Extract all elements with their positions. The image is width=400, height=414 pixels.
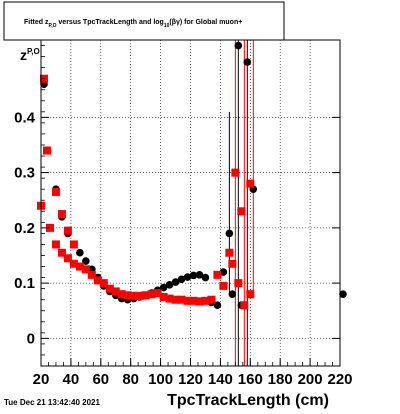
data-point-red	[63, 226, 72, 235]
data-point-black	[339, 290, 347, 298]
data-point-red	[105, 284, 114, 293]
data-point-red	[42, 146, 51, 155]
data-point-black	[195, 271, 204, 279]
grid-lines	[41, 40, 340, 366]
data-point-red	[81, 265, 90, 274]
data-point-red	[57, 210, 66, 219]
data-point-red	[207, 295, 216, 304]
data-point-red	[99, 279, 108, 288]
data-point-red	[231, 168, 240, 177]
data-point-red	[153, 289, 162, 298]
data-point-black	[76, 248, 84, 257]
data-point-red	[87, 270, 96, 279]
data-point-red	[228, 259, 237, 268]
y-tick-label: 0.1	[14, 275, 35, 292]
x-tick-label: 80	[122, 371, 139, 388]
data-point-red	[189, 296, 198, 305]
chart-title: Fitted zP,O versus TpcTrackLength and lo…	[24, 19, 242, 29]
data-point-red	[129, 291, 138, 300]
data-point-red	[135, 291, 144, 300]
data-point-red	[213, 270, 222, 279]
data-point-red	[141, 291, 150, 300]
data-point-red	[123, 291, 132, 300]
data-point-black	[82, 257, 90, 265]
data-point-red	[51, 187, 60, 196]
x-tick-label: 140	[208, 371, 233, 388]
y-tick-label: 0.3	[14, 165, 35, 182]
data-point-red	[246, 290, 255, 299]
x-tick-label: 120	[178, 371, 203, 388]
data-point-black	[243, 58, 252, 66]
data-point-red	[111, 287, 120, 296]
x-tick-label: 180	[268, 371, 293, 388]
data-point-red	[195, 297, 204, 306]
data-point-black	[189, 271, 198, 280]
data-point-black	[219, 268, 228, 276]
data-point-red	[234, 279, 243, 288]
data-point-red	[219, 281, 228, 290]
data-point-red	[69, 259, 78, 268]
data-point-red	[177, 295, 186, 304]
data-point-red	[240, 301, 249, 310]
data-point-red	[75, 262, 84, 271]
data-point-black	[225, 229, 234, 238]
x-tick-label: 100	[148, 371, 173, 388]
data-point-red	[117, 290, 126, 299]
y-tick-label: 0.2	[14, 220, 35, 237]
x-tick-label: 160	[238, 371, 263, 388]
data-markers	[37, 41, 347, 310]
error-bars	[228, 40, 254, 366]
y-axis-label: zP,O	[20, 47, 40, 63]
x-tick-label: 60	[92, 371, 109, 388]
x-axis-label: TpcTrackLength (cm)	[167, 392, 329, 409]
data-point-red	[246, 179, 255, 188]
data-point-red	[171, 295, 180, 304]
x-tick-label: 20	[33, 371, 50, 388]
data-point-red	[69, 240, 78, 249]
data-point-black	[201, 273, 210, 282]
data-point-black	[171, 278, 180, 286]
title-box	[3, 1, 285, 41]
data-point-red	[93, 276, 102, 285]
data-point-red	[159, 292, 168, 301]
data-point-black	[159, 283, 168, 292]
y-tick-label: 0	[27, 330, 35, 347]
axes: 20 40 60 80 100 120 140 160 180 200 220 0 0.1 0.2 0.3 0…	[14, 39, 353, 388]
data-point-red	[57, 248, 66, 257]
data-point-red	[225, 248, 234, 257]
data-point-black	[177, 275, 186, 284]
timestamp: Tue Dec 21 13:42:40 2021	[4, 398, 100, 407]
x-tick-label: 220	[327, 371, 352, 388]
data-point-black	[228, 290, 237, 298]
data-point-black	[183, 273, 192, 281]
data-point-red	[165, 294, 174, 303]
data-point-red	[201, 296, 210, 305]
x-tick-label: 40	[63, 371, 80, 388]
data-point-red	[237, 207, 246, 216]
data-point-red	[51, 240, 60, 249]
y-tick-label: 0.4	[14, 109, 36, 126]
data-point-red	[147, 290, 156, 299]
data-point-red	[63, 254, 72, 263]
x-tick-label: 200	[298, 371, 323, 388]
data-point-black	[213, 301, 222, 310]
data-point-red	[183, 296, 192, 305]
data-point-black	[234, 41, 243, 50]
data-point-red	[45, 223, 54, 232]
data-point-black	[165, 280, 174, 289]
